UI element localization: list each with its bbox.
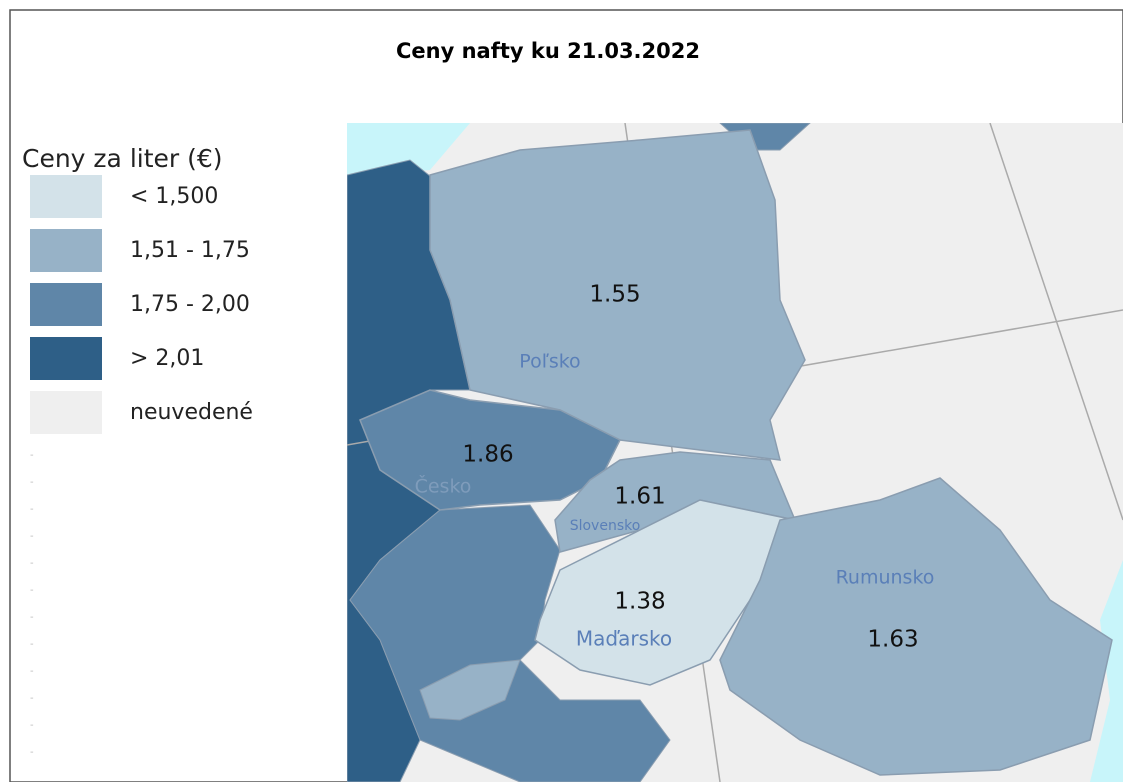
legend-dash: - (30, 558, 34, 569)
sea (1090, 560, 1123, 782)
region-value: 1.63 (867, 627, 918, 653)
region (554, 451, 797, 553)
legend-label: < 1,500 (130, 184, 218, 209)
legend-dash: - (30, 693, 34, 704)
legend-dash: - (30, 531, 34, 542)
legend-title: Ceny za liter (€) (22, 144, 223, 173)
legend-dash: - (30, 504, 34, 515)
legend-swatch (30, 229, 102, 272)
legend-swatch (30, 337, 102, 380)
legend-dash: - (30, 666, 34, 677)
legend-swatch (30, 391, 102, 434)
slovenia (419, 659, 521, 721)
region-value: 1.86 (462, 442, 513, 468)
legend-dash: - (30, 747, 34, 758)
legend-dash: - (30, 639, 34, 650)
region-value: 1.55 (589, 282, 640, 308)
region-name: Česko (415, 474, 472, 498)
region-name: Maďarsko (576, 627, 672, 651)
legend-label: 1,51 - 1,75 (130, 238, 250, 263)
region-name: Slovensko (570, 518, 641, 534)
region-value: 1.38 (614, 589, 665, 615)
region-value: 1.61 (614, 484, 665, 510)
region (429, 129, 806, 461)
legend-dash: - (30, 450, 34, 461)
region (719, 477, 1113, 776)
legend-dash: - (30, 477, 34, 488)
legend-dash: - (30, 612, 34, 623)
legend-swatch (30, 283, 102, 326)
legend-label: 1,75 - 2,00 (130, 292, 250, 317)
legend-label: neuvedené (130, 400, 253, 425)
legend: < 1,500 1,51 - 1,75 1,75 - 2,00 > 2,01 neuve… (30, 175, 253, 758)
title: Ceny nafty ku 21.03.2022 (396, 39, 700, 63)
legend-dash: - (30, 585, 34, 596)
graticule (989, 123, 1123, 521)
region-name: Poľsko (519, 351, 580, 373)
region-name: Rumunsko (836, 567, 935, 589)
regions (359, 129, 1113, 776)
legend-label: > 2,01 (130, 346, 204, 371)
legend-swatch (30, 175, 102, 218)
legend-dash: - (30, 720, 34, 731)
